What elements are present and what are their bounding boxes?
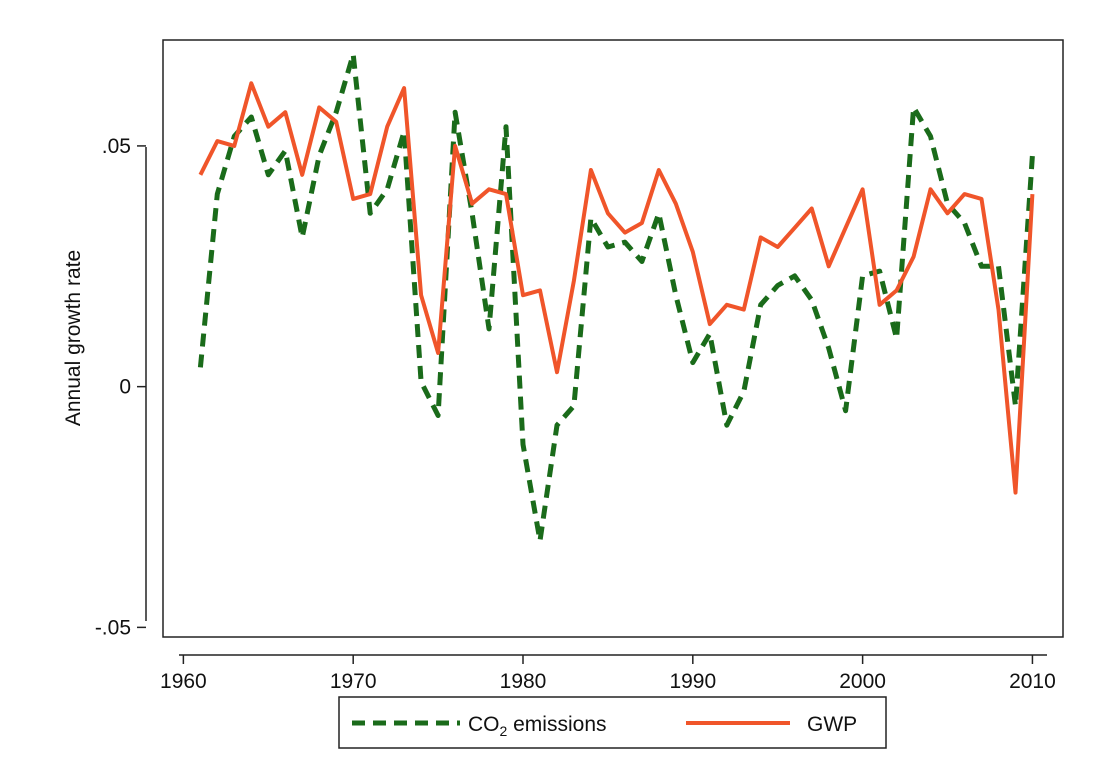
x-tick-label: 2010 (1009, 670, 1056, 693)
y-tick-label: -.05 (95, 616, 131, 639)
series-line-gwp (198, 81, 1035, 495)
legend-co2-label: CO2 emissions (468, 713, 607, 739)
axis-ticks: 1960 1970 1980 1990 2000 2010 -.05 0 .05 (95, 135, 1056, 693)
legend: CO2 emissions GWP (338, 696, 887, 749)
x-tick-label: 1960 (160, 670, 207, 693)
y-tick-label: 0 (119, 376, 131, 399)
x-tick-label: 1970 (330, 670, 377, 693)
y-axis-title: Annual growth rate (62, 250, 85, 426)
legend-box (338, 696, 887, 749)
legend-gwp-label: GWP (807, 713, 857, 736)
series-line-co2-emissions (197, 51, 1035, 544)
x-tick-label: 2000 (839, 670, 886, 693)
series-lines (197, 51, 1035, 544)
x-tick-label: 1980 (500, 670, 547, 693)
x-tick-label: 1990 (669, 670, 716, 693)
plot-frame (162, 39, 1064, 638)
y-tick-label: .05 (102, 135, 131, 158)
